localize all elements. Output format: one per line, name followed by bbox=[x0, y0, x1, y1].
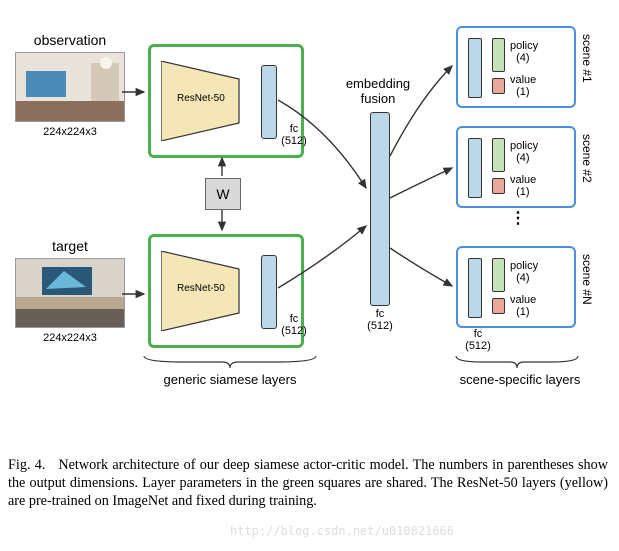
s1-p-d: (4) bbox=[516, 52, 529, 64]
scene1-value-label: value (1) bbox=[510, 74, 536, 98]
scene1-value-bar bbox=[492, 78, 505, 94]
emb-fc: fc bbox=[376, 308, 385, 320]
vdots: ⋮ bbox=[510, 216, 526, 222]
sceneN-value-bar bbox=[492, 298, 505, 314]
scene2-policy-label: policy (4) bbox=[510, 140, 538, 164]
target-image bbox=[15, 258, 125, 328]
s1-v-d: (1) bbox=[516, 86, 529, 98]
embedding-line2: fusion bbox=[361, 91, 396, 106]
scene2-value-label: value (1) bbox=[510, 174, 536, 198]
figure-caption: Fig. 4. Network architecture of our deep… bbox=[8, 456, 608, 511]
scene-box-1: policy (4) value (1) bbox=[456, 26, 576, 108]
resnet-fc-label-2: fc (512) bbox=[279, 313, 309, 337]
s2-v-l: value bbox=[510, 174, 536, 186]
resnet-box-target: ResNet-50 fc (512) bbox=[148, 234, 304, 348]
scene2-policy-bar bbox=[492, 138, 505, 172]
sN-v-l: value bbox=[510, 294, 536, 306]
fc-dim-2: (512) bbox=[281, 325, 307, 337]
sN-p-d: (4) bbox=[516, 272, 529, 284]
scene-sidelabel-1: scene #1 bbox=[580, 34, 594, 83]
scene1-policy-label: policy (4) bbox=[510, 40, 538, 64]
resnet-fc-bar-1 bbox=[261, 65, 277, 139]
scf-d: (512) bbox=[465, 340, 491, 352]
sceneN-value-label: value (1) bbox=[510, 294, 536, 318]
scene-box-n: policy (4) value (1) bbox=[456, 246, 576, 328]
resnet-label-1: ResNet-50 bbox=[177, 93, 225, 104]
scene2-value-bar bbox=[492, 178, 505, 194]
fc-lbl-2: fc bbox=[290, 313, 299, 325]
scene1-fc bbox=[468, 38, 482, 98]
scene2-fc bbox=[468, 138, 482, 198]
scf-l: fc bbox=[474, 328, 483, 340]
watermark: http://blog.csdn.net/u010821666 bbox=[230, 524, 454, 538]
resnet-fc-bar-2 bbox=[261, 255, 277, 329]
observation-dim: 224x224x3 bbox=[10, 126, 130, 138]
brace-generic-label: generic siamese layers bbox=[150, 372, 310, 387]
scene-fc-label: fc (512) bbox=[458, 328, 498, 352]
observation-image bbox=[15, 52, 125, 122]
observation-block: observation 224x224x3 bbox=[10, 32, 130, 138]
sceneN-policy-label: policy (4) bbox=[510, 260, 538, 284]
embedding-fc-label: fc (512) bbox=[360, 308, 400, 332]
brace-generic bbox=[140, 354, 320, 372]
s2-v-d: (1) bbox=[516, 186, 529, 198]
emb-dim: (512) bbox=[367, 320, 393, 332]
w-box: W bbox=[205, 178, 241, 210]
s1-v-l: value bbox=[510, 74, 536, 86]
target-dim: 224x224x3 bbox=[10, 332, 130, 344]
s2-p-d: (4) bbox=[516, 152, 529, 164]
sceneN-fc bbox=[468, 258, 482, 318]
scene-sidelabel-2: scene #2 bbox=[580, 134, 594, 183]
sceneN-policy-bar bbox=[492, 258, 505, 292]
fc-dim-1: (512) bbox=[281, 135, 307, 147]
embedding-bar bbox=[370, 112, 390, 306]
embedding-title: embedding fusion bbox=[338, 76, 418, 106]
scene-box-2: policy (4) value (1) bbox=[456, 126, 576, 208]
resnet-fc-label-1: fc (512) bbox=[279, 123, 309, 147]
target-block: target 224x224x3 bbox=[10, 238, 130, 344]
fc-lbl-1: fc bbox=[290, 123, 299, 135]
scene1-policy-bar bbox=[492, 38, 505, 72]
resnet-box-observation: ResNet-50 fc (512) bbox=[148, 44, 304, 158]
resnet-label-2: ResNet-50 bbox=[177, 283, 225, 294]
scene-sidelabel-n: scene #N bbox=[580, 254, 594, 305]
target-label: target bbox=[10, 238, 130, 254]
brace-scene-label: scene-specific layers bbox=[450, 372, 590, 387]
sN-v-d: (1) bbox=[516, 306, 529, 318]
caption-text: Network architecture of our deep siamese… bbox=[8, 457, 608, 509]
s1-p-l: policy bbox=[510, 40, 538, 52]
caption-prefix: Fig. 4. bbox=[8, 457, 45, 473]
observation-label: observation bbox=[10, 32, 130, 48]
sN-p-l: policy bbox=[510, 260, 538, 272]
embedding-line1: embedding bbox=[346, 76, 410, 91]
brace-scene bbox=[452, 354, 582, 372]
diagram-area: observation 224x224x3 target 224x224x3 R… bbox=[8, 8, 611, 440]
s2-p-l: policy bbox=[510, 140, 538, 152]
